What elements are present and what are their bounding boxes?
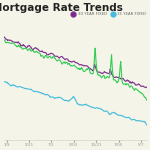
Legend: 30 YEAR FIXED, 15 YEAR FIXED: 30 YEAR FIXED, 15 YEAR FIXED: [68, 11, 148, 18]
Text: Mortgage Rate Trends: Mortgage Rate Trends: [0, 3, 123, 13]
